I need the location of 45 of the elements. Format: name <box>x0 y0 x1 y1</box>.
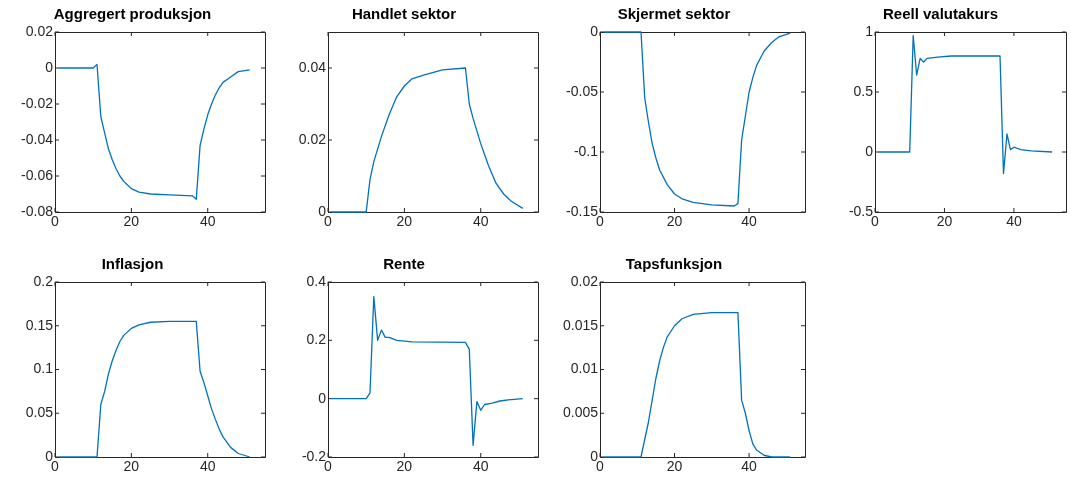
y-tick-label: 0.005 <box>562 404 599 421</box>
y-tick-label: -0.1 <box>573 142 599 159</box>
x-tick-label: 40 <box>1006 213 1022 230</box>
x-tick-label: 20 <box>666 213 683 230</box>
y-tick-label: 0.01 <box>570 360 599 377</box>
y-tick-label: -0.02 <box>21 94 54 111</box>
y-tick-label: -0.05 <box>566 82 599 99</box>
x-tick-label: 40 <box>741 213 758 230</box>
chart-title: Reell valutakurs <box>882 5 999 23</box>
y-tick-label: 0 <box>318 389 327 406</box>
y-tick-label: 0.02 <box>570 272 599 289</box>
y-tick-label: 0.05 <box>25 404 54 421</box>
chart-title: Handlet sektor <box>351 5 457 23</box>
x-tick-label: 20 <box>396 213 413 230</box>
y-tick-label: 1 <box>865 22 874 39</box>
y-tick-label: -0.06 <box>21 166 54 183</box>
y-tick-label: 0.5 <box>853 82 874 99</box>
y-tick-label: 0.2 <box>33 272 54 289</box>
y-tick-label: 0.1 <box>33 360 54 377</box>
y-tick-label: 0.4 <box>306 272 327 289</box>
x-tick-label: 20 <box>123 213 140 230</box>
y-tick-label: 0 <box>865 142 874 159</box>
x-tick-label: 40 <box>472 213 489 230</box>
chart-title: Skjermet sektor <box>617 5 731 23</box>
x-tick-label: 20 <box>666 458 683 475</box>
x-tick-label: 20 <box>396 458 413 475</box>
y-tick-label: 0 <box>590 22 599 39</box>
y-tick-label: 0.02 <box>25 22 54 39</box>
y-tick-label: 0.2 <box>306 331 327 348</box>
y-tick-label: 0 <box>45 58 54 75</box>
chart-title: Aggregert produksjon <box>53 5 212 23</box>
y-tick-label: 0.04 <box>298 58 327 75</box>
chart-title: Rente <box>383 255 425 273</box>
x-tick-label: 40 <box>472 458 489 475</box>
y-tick-label: -0.04 <box>21 130 54 147</box>
chart-title: Tapsfunksjon <box>625 255 723 273</box>
x-tick-label: 20 <box>936 213 953 230</box>
x-tick-label: 40 <box>199 213 216 230</box>
y-tick-label: 0.15 <box>25 316 54 333</box>
x-tick-label: 40 <box>199 458 216 475</box>
x-tick-label: 40 <box>741 458 758 475</box>
y-tick-label: 0.02 <box>298 130 327 147</box>
chart-title: Inflasjon <box>101 255 164 273</box>
x-tick-label: 20 <box>123 458 140 475</box>
y-tick-label: 0.015 <box>562 316 599 333</box>
